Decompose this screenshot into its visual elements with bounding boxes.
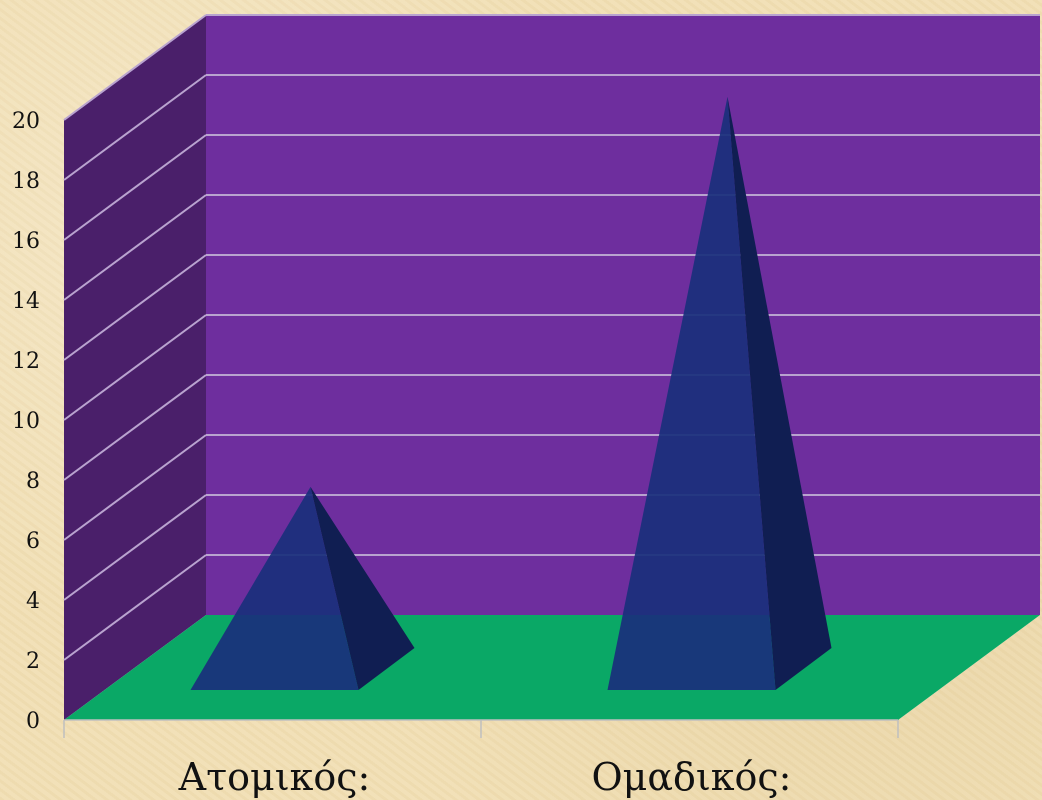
y-tick-label-14: 14 [12, 289, 40, 314]
gridline-side-2 [63, 494, 207, 601]
y-tick-label-20: 20 [12, 109, 40, 134]
x-axis-category-labels: Ατομικός: Ομαδικός: [178, 755, 792, 799]
x-category-label-0: Ατομικός: [178, 755, 371, 799]
y-tick-label-10: 10 [12, 409, 40, 434]
y-tick-label-16: 16 [12, 229, 40, 254]
y-tick-label-18: 18 [12, 169, 40, 194]
y-tick-label-2: 2 [26, 649, 40, 674]
pyramid-side-face-0 [310, 486, 415, 690]
gridline-side-9 [63, 74, 207, 181]
gridline-side-4 [63, 374, 207, 481]
gridline-side-3 [63, 434, 207, 541]
y-tick-label-6: 6 [26, 529, 40, 554]
pyramid-bars [190, 96, 832, 690]
x-category-label-1: Ομαδικός: [591, 755, 791, 799]
gridline-side-8 [63, 134, 207, 241]
gridline-side-10 [63, 14, 207, 121]
y-tick-label-4: 4 [26, 589, 40, 614]
y-axis-tick-labels: 0 2 4 6 8 10 12 14 16 18 20 [12, 109, 40, 734]
pyramid-side-face-1 [727, 96, 832, 690]
gridline-side-5 [63, 314, 207, 421]
y-tick-label-0: 0 [26, 709, 40, 734]
y-tick-label-12: 12 [12, 349, 40, 374]
gridline-side-6 [63, 254, 207, 361]
pyramid-front-face-0 [190, 486, 359, 690]
axes [63, 719, 899, 738]
gridlines [63, 14, 1040, 661]
pyramid-front-face-1 [607, 96, 776, 690]
gridline-side-1 [63, 554, 207, 661]
y-tick-label-8: 8 [26, 469, 40, 494]
gridline-side-7 [63, 194, 207, 301]
